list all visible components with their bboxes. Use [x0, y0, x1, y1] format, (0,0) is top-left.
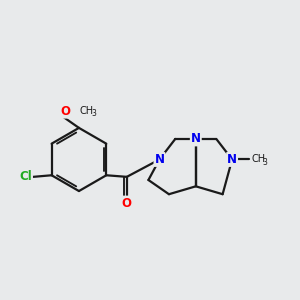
Text: O: O	[122, 196, 132, 210]
Text: N: N	[154, 153, 164, 166]
Text: Cl: Cl	[19, 170, 32, 183]
Text: 3: 3	[262, 158, 267, 167]
Text: N: N	[227, 153, 237, 166]
Text: CH: CH	[80, 106, 94, 116]
Text: O: O	[61, 105, 71, 118]
Text: CH: CH	[251, 154, 266, 164]
Text: 3: 3	[91, 109, 96, 118]
Text: N: N	[191, 132, 201, 146]
